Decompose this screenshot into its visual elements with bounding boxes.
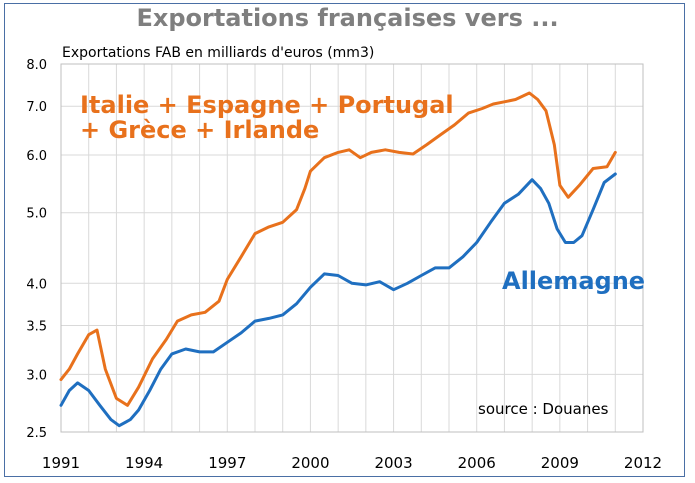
series-label-southern-europe-line2: + Grèce + Irlande: [80, 116, 319, 144]
series-label-germany: Allemagne: [502, 267, 645, 295]
series-label-southern-europe-line1: Italie + Espagne + Portugal: [80, 91, 454, 119]
x-tick-label: 1994: [125, 454, 163, 472]
x-tick-label: 2006: [458, 454, 496, 472]
axis-ticks: 2.5 3.0 3.5 4.0 5.0 6.0 7.0 8.0 1991 1994 1997 2000…: [26, 58, 662, 472]
series-lines: [59, 91, 617, 428]
y-tick-label: 5.0: [26, 207, 47, 222]
y-tick-label: 6.0: [26, 149, 47, 164]
y-tick-label: 7.0: [26, 100, 47, 115]
y-tick-label: 4.0: [26, 277, 47, 292]
x-tick-label: 1997: [208, 454, 246, 472]
x-tick-label: 2012: [624, 454, 662, 472]
y-axis-label: Exportations FAB en milliards d'euros (m…: [62, 45, 375, 61]
y-tick-label: 3.5: [26, 320, 47, 335]
x-tick-label: 2003: [374, 454, 412, 472]
series-line-1: [59, 172, 617, 428]
series-line-0: [59, 91, 617, 407]
chart-title: Exportations françaises vers ...: [136, 4, 559, 32]
plot-area: [60, 63, 644, 433]
x-tick-label: 2000: [291, 454, 329, 472]
x-tick-label: 1991: [42, 454, 80, 472]
x-tick-label: 2009: [541, 454, 579, 472]
y-tick-label: 3.0: [26, 368, 47, 383]
source-note: source : Douanes: [478, 400, 609, 418]
y-tick-label: 2.5: [26, 426, 47, 441]
y-tick-label: 8.0: [26, 58, 47, 73]
grid: [60, 63, 644, 433]
